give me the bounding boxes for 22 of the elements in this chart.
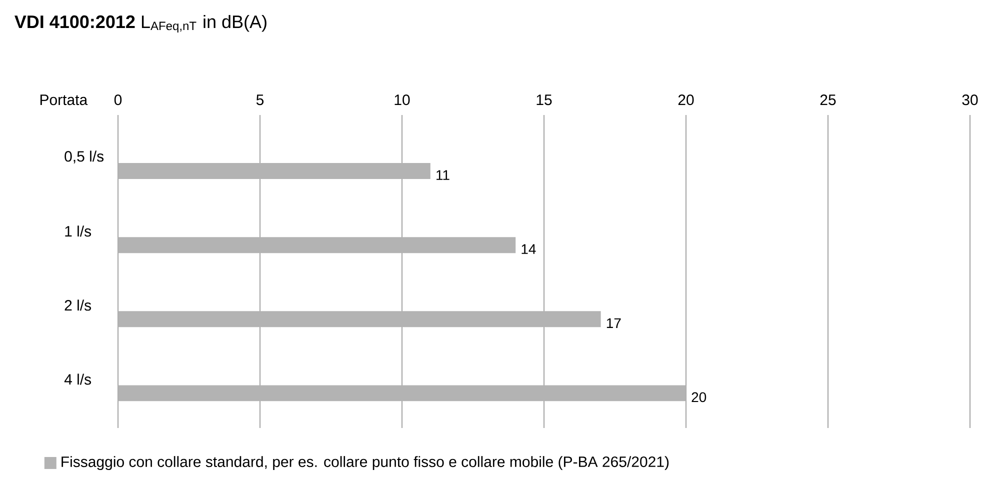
data-label: 20: [692, 392, 706, 402]
data-label: 14: [522, 244, 536, 254]
y-tick-label: 0,5 l/s: [64, 150, 104, 164]
x-tick-label: 30: [962, 94, 978, 106]
bar: [118, 163, 430, 180]
bar: [118, 311, 601, 328]
x-tick-label: 25: [820, 94, 836, 106]
y-tick-label: 4 l/s: [64, 374, 92, 385]
data-label: 17: [606, 318, 621, 328]
y-tick-label: 2 l/s: [64, 300, 92, 311]
y-tick-label: 1 l/s: [65, 226, 92, 237]
x-tick-label: 0: [114, 94, 122, 106]
legend-label: Fissaggio con collare standard, per es. collare punto fisso e collare mobile (P-BA 265/2021): [62, 456, 669, 470]
data-label: 11: [436, 170, 450, 180]
y-axis-title: Portata: [40, 94, 88, 106]
x-tick-label: 5: [256, 94, 264, 106]
bar: [118, 237, 516, 254]
x-tick-label: 10: [394, 94, 410, 106]
chart-title: VDI 4100:2012 L$_{AFeq,nT}$ in dB(A): [14, 14, 266, 33]
bar: [118, 385, 686, 402]
x-tick-label: 20: [678, 94, 694, 106]
x-tick-label: 15: [536, 94, 552, 106]
